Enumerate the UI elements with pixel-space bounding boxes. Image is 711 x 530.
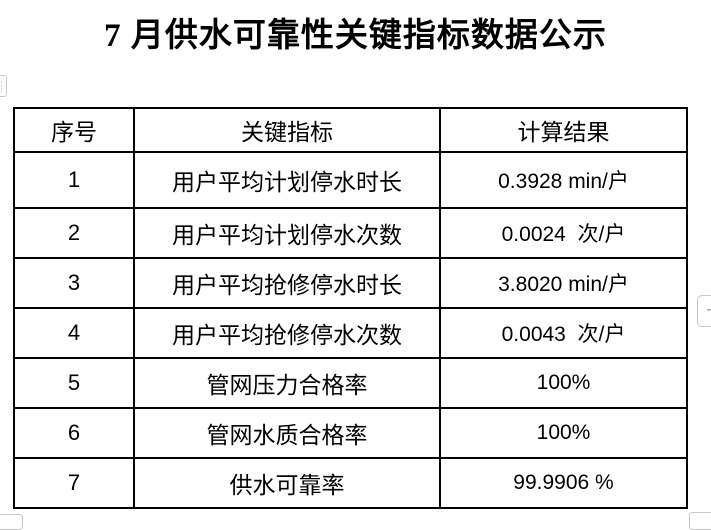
cell-no: 6 [13, 407, 135, 459]
bottom-right-widget-fragment[interactable] [689, 512, 711, 530]
add-row-button[interactable]: + [697, 295, 711, 327]
cell-indicator: 用户平均计划停水时长 [133, 151, 441, 209]
cell-indicator: 供水可靠率 [133, 457, 441, 509]
table-row: 1 用户平均计划停水时长 0.3928 min/户 [13, 151, 688, 209]
cell-no: 3 [13, 257, 135, 309]
grip-icon [0, 81, 2, 93]
cell-result: 0.0024 次/户 [439, 207, 688, 259]
table-row: 3 用户平均抢修停水时长 3.8020 min/户 [13, 257, 688, 309]
cell-result: 0.3928 min/户 [439, 151, 688, 209]
cell-no: 2 [13, 207, 135, 259]
column-header-indicator: 关键指标 [133, 107, 441, 153]
cell-no: 5 [13, 357, 135, 409]
cell-result: 3.8020 min/户 [439, 257, 688, 309]
table-row: 6 管网水质合格率 100% [13, 407, 688, 459]
cell-indicator: 管网压力合格率 [133, 357, 441, 409]
cell-no: 1 [13, 151, 135, 209]
cell-result: 99.9906 % [439, 457, 688, 509]
table-row: 5 管网压力合格率 100% [13, 357, 688, 409]
table-row: 7 供水可靠率 99.9906 % [13, 457, 688, 509]
cell-result: 0.0043 次/户 [439, 307, 688, 359]
cell-indicator: 用户平均抢修停水次数 [133, 307, 441, 359]
table-row: 4 用户平均抢修停水次数 0.0043 次/户 [13, 307, 688, 359]
cell-indicator: 用户平均计划停水次数 [133, 207, 441, 259]
table-row: 2 用户平均计划停水次数 0.0024 次/户 [13, 207, 688, 259]
left-edge-widget-fragment[interactable] [0, 75, 7, 97]
plus-icon: + [706, 299, 711, 322]
column-header-result: 计算结果 [439, 107, 688, 153]
bottom-left-widget-fragment[interactable] [0, 514, 23, 530]
cell-no: 4 [13, 307, 135, 359]
page-title: 7 月供水可靠性关键指标数据公示 [104, 18, 607, 54]
cell-indicator: 管网水质合格率 [133, 407, 441, 459]
indicators-table: 序号 关键指标 计算结果 1 用户平均计划停水时长 0.3928 min/户 2… [13, 107, 688, 509]
cell-no: 7 [13, 457, 135, 509]
table-header-row: 序号 关键指标 计算结果 [13, 107, 688, 153]
cell-result: 100% [439, 357, 688, 409]
cell-result: 100% [439, 407, 688, 459]
cell-indicator: 用户平均抢修停水时长 [133, 257, 441, 309]
column-header-no: 序号 [13, 107, 135, 153]
